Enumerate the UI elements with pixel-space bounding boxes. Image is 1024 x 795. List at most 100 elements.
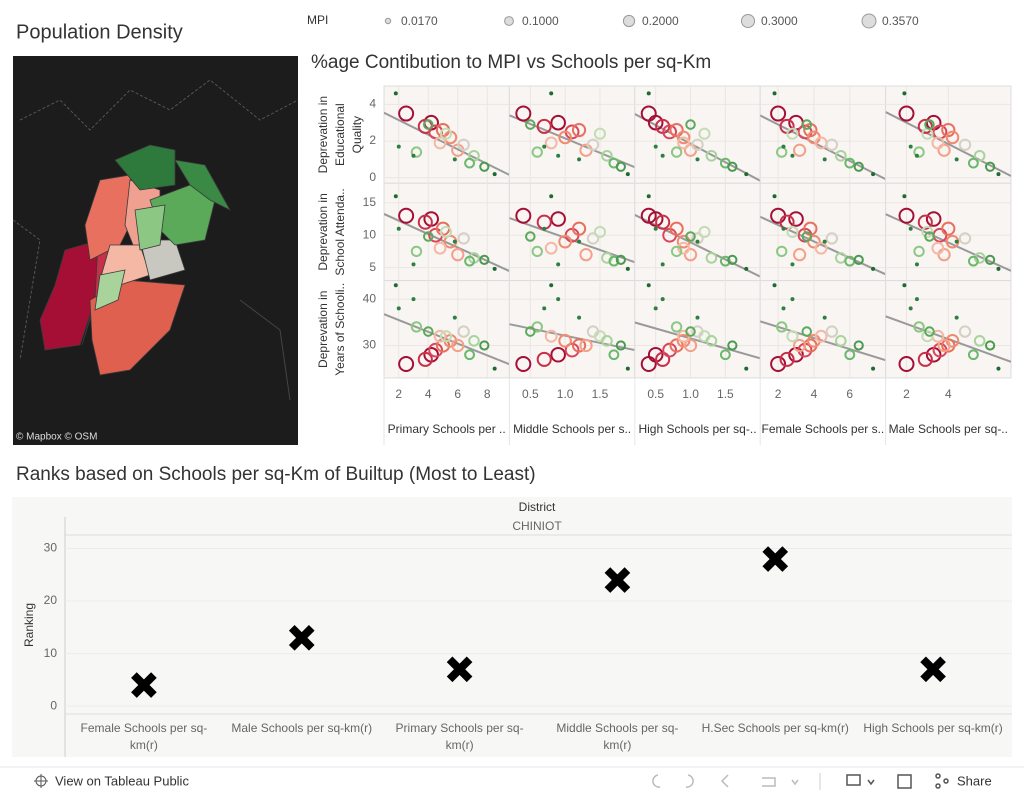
point [662,342,678,358]
share-button[interactable]: Share [957,773,992,788]
legend-size [384,17,392,25]
legend-label: 0.0170 [401,14,438,28]
point [571,338,587,353]
point [719,255,731,267]
point [422,119,434,130]
point [428,342,444,358]
point [770,356,787,372]
view-link[interactable]: View on Tableau Public [55,773,189,788]
point [593,225,607,239]
point [984,340,996,351]
x-tick-label: Female Schools per sq-km(r) [80,721,208,752]
point [902,91,907,96]
point [834,335,847,347]
point [410,321,423,333]
point [844,157,856,169]
point [685,326,696,337]
rank-facet: CHINIOT [512,519,562,533]
point [669,122,684,138]
point [564,342,580,358]
point [954,157,959,162]
point [902,283,907,288]
point [853,254,864,265]
point [571,221,587,236]
point [640,207,657,224]
point [398,207,415,224]
point [625,172,630,177]
point [647,211,664,227]
rank-y-label: Ranking [22,603,36,647]
point [439,127,453,140]
panel-marks [634,194,761,278]
y-tick-label: 40 [363,291,377,305]
point [814,329,828,343]
point [515,105,532,122]
marker [446,656,473,683]
point [984,254,996,265]
legend-label: 0.3000 [761,14,798,28]
point [744,366,749,371]
marker [762,546,789,572]
point [917,351,933,367]
trend-line [634,321,761,360]
x-tick-label: 4 [425,387,432,401]
point [577,239,582,244]
point [452,315,457,320]
point [653,226,658,231]
row-label: Deprevation in [316,291,330,368]
point [779,351,795,367]
point [807,234,821,249]
point [525,231,536,242]
legend-label: 0.1000 [522,14,559,28]
panel [383,280,510,379]
panel-marks [384,91,510,177]
point [451,248,465,262]
point [646,194,651,199]
point [908,306,913,311]
point [781,226,786,231]
point [727,340,738,351]
panel-marks [384,194,510,272]
x-tick-label: 1.5 [717,387,734,401]
point [902,194,907,199]
legend-label: 0.2000 [642,14,679,28]
point [941,122,956,138]
point [464,255,475,267]
x-tick-label: 1.0 [682,387,699,401]
trend-line [885,111,1011,177]
point [542,306,547,311]
point [691,138,704,151]
point [457,138,470,151]
point [549,91,554,96]
y-tick-label: 0 [50,698,57,712]
point [958,138,972,151]
point [515,356,532,372]
x-tick-label: 6 [846,387,853,401]
point [451,338,465,353]
point [556,153,561,158]
point [676,130,691,145]
point [549,283,554,288]
x-tick-label: 6 [454,387,461,401]
point [917,118,933,134]
point [786,225,799,239]
point [670,245,683,258]
point [801,119,813,130]
point [579,248,593,262]
rank-header: District [519,500,556,514]
point [921,225,934,239]
panel-marks [509,194,635,271]
point [683,338,698,353]
x-tick-label: 0.5 [647,387,664,401]
point [556,297,561,302]
point [913,146,925,158]
point [776,321,788,333]
point [531,146,543,158]
point [411,297,416,302]
point [772,91,777,96]
point [586,138,600,151]
point [908,144,913,149]
point [670,146,683,158]
point [898,356,915,372]
point [788,211,804,227]
